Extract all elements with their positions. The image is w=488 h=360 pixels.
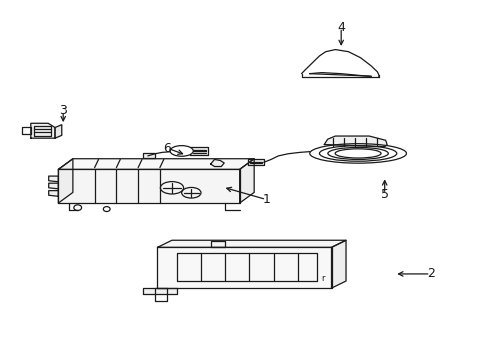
Text: 2: 2 [426,267,434,280]
Text: r: r [321,274,324,283]
Polygon shape [58,169,239,203]
Polygon shape [49,176,58,182]
Text: 6: 6 [163,141,171,154]
Polygon shape [324,136,386,147]
Polygon shape [157,240,346,247]
Polygon shape [331,240,346,288]
Polygon shape [49,183,58,189]
Polygon shape [239,159,254,203]
Polygon shape [55,125,61,138]
Text: 3: 3 [59,104,67,117]
Polygon shape [58,159,73,203]
Polygon shape [142,153,155,158]
Polygon shape [190,147,208,155]
Polygon shape [157,247,331,288]
Text: 1: 1 [262,193,270,206]
Polygon shape [142,288,177,294]
Text: 4: 4 [337,21,345,34]
Polygon shape [49,191,58,196]
Text: 5: 5 [380,188,388,201]
Polygon shape [210,159,224,167]
Polygon shape [58,159,254,169]
Polygon shape [248,159,264,165]
Ellipse shape [170,145,193,156]
Polygon shape [31,123,55,138]
